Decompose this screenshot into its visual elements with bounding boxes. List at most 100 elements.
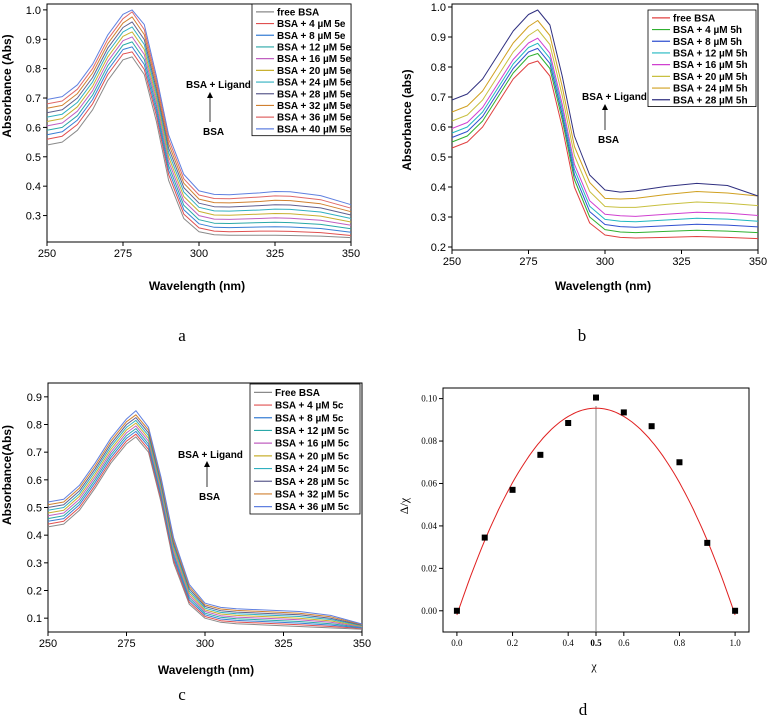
panel-b-annotation-bottom: BSA	[598, 135, 619, 146]
panel-b-x-tick-label: 300	[596, 256, 614, 268]
panel-c-series-line	[47, 419, 363, 627]
panel-a-annotation-top: BSA + Ligand	[186, 80, 251, 91]
panel-b-series-line	[451, 29, 759, 208]
panel-a: 250 275 300 325 350 0.3 0.4 0.5 0.6 0.7 0.8 0.9 1.0 f…	[0, 3, 360, 345]
panel-a-legend-label: BSA + 8 µM 5e	[277, 31, 346, 42]
panel-c-legend-label: BSA + 8 µM 5c	[275, 413, 344, 424]
panel-b-legend-label: BSA + 8 µM 5h	[673, 37, 742, 48]
panel-d-data-point	[620, 409, 627, 416]
panel-c-legend-label: BSA + 16 µM 5c	[275, 439, 349, 450]
panel-b-series-line	[451, 20, 759, 200]
panel-c-series-line	[47, 430, 363, 629]
panel-b-series-line	[451, 37, 759, 217]
panel-c-series-line	[47, 422, 363, 627]
panel-a-legend-label: free BSA	[277, 7, 319, 18]
panel-d-x-tick-label: 0.5	[590, 638, 602, 648]
panel-c-y-tick-label: 0.4	[27, 530, 42, 542]
panel-d-y-tick-label: 0.02	[421, 563, 437, 573]
panel-d-data-point	[481, 534, 488, 541]
panel-d-data-point	[704, 539, 711, 546]
panel-a-y-tick-label: 1.0	[26, 5, 41, 17]
panel-a-series-line	[46, 56, 352, 239]
panel-a-series-line	[46, 31, 352, 223]
panel-c-legend-box	[249, 383, 361, 515]
panel-a-y-tick-label: 0.6	[26, 122, 41, 134]
panel-a-series-line	[46, 21, 352, 216]
panel-a-legend-label: BSA + 20 µM 5e	[277, 66, 351, 77]
panel-d-y-tick-label: 0.04	[421, 521, 437, 531]
panel-a-series-line	[46, 11, 352, 209]
panel-d-ylabel: Δ/χ	[397, 497, 411, 514]
panel-b-series-line	[451, 9, 759, 197]
panel-a-arrow	[207, 92, 213, 122]
panel-c-x-tick-label: 250	[39, 638, 57, 650]
panel-c-annotation-top: BSA + Ligand	[178, 450, 243, 461]
panel-b-xlabel: Wavelength (nm)	[555, 279, 651, 293]
panel-d-x-tick-label: 0.2	[507, 638, 518, 648]
panel-c-y-tick-label: 0.2	[27, 586, 42, 598]
panel-b-x-tick-label: 325	[672, 256, 690, 268]
panel-a-legend-label: BSA + 24 µM 5e	[277, 78, 351, 89]
panel-c-y-tick-label: 0.8	[27, 420, 42, 432]
panel-b-x-tick-label: 275	[519, 256, 537, 268]
panel-b-y-tick-label: 0.2	[431, 242, 446, 254]
panel-a-legend-label: BSA + 12 µM 5e	[277, 42, 351, 53]
panel-c-legend-label: BSA + 36 µM 5c	[275, 502, 349, 513]
panel-c-legend-label: BSA + 32 µM 5c	[275, 489, 349, 500]
panel-b-y-tick-label: 0.7	[431, 92, 446, 104]
panel-b-series-line	[451, 42, 759, 223]
panel-c-x-tick-label: 300	[196, 638, 214, 650]
panel-c-y-tick-label: 0.6	[27, 475, 42, 487]
panel-a-legend-label: BSA + 40 µM 5e	[277, 124, 351, 135]
panel-c: 250 275 300 325 350 0.1 0.2 0.3 0.4 0.5 0.6 0.7 0.8 0…	[0, 382, 371, 704]
panel-a-x-tick-label: 325	[266, 248, 284, 260]
panel-c-arrow	[204, 461, 210, 487]
panel-a-legend-label: BSA + 36 µM 5e	[277, 113, 351, 124]
panel-a-y-tick-label: 0.8	[26, 64, 41, 76]
panel-b-y-tick-label: 0.4	[431, 182, 446, 194]
panel-a-y-tick-label: 0.3	[26, 211, 41, 223]
panel-c-legend-label: BSA + 28 µM 5c	[275, 477, 349, 488]
panel-c-series-line	[47, 428, 363, 628]
panel-b-x-tick-label: 350	[749, 256, 767, 268]
panel-b-legend-label: BSA + 28 µM 5h	[673, 95, 748, 106]
panel-d-y-tick-label: 0.08	[421, 436, 437, 446]
panel-d-y-tick-label: 0.10	[421, 394, 437, 404]
panel-d-data-point	[593, 394, 599, 401]
panel-c-y-tick-label: 0.1	[27, 613, 42, 625]
panel-a-x-tick-label: 300	[190, 248, 208, 260]
panel-a-series-line	[46, 46, 352, 233]
panel-c-legend-label: BSA + 20 µM 5c	[275, 451, 349, 462]
panel-d-x-tick-label: 0.6	[618, 638, 630, 648]
panel-c-legend-label: BSA + 12 µM 5c	[275, 426, 349, 437]
panel-d-x-tick-label: 0.4	[563, 638, 575, 648]
panel-b-arrow	[602, 104, 608, 130]
panel-b-x-tick-label: 250	[443, 256, 461, 268]
panel-a-y-tick-label: 0.9	[26, 34, 41, 46]
panel-d-data-point	[509, 486, 516, 493]
panel-c-annotation-bottom: BSA	[199, 492, 220, 503]
panel-a-legend-label: BSA + 16 µM 5e	[277, 54, 351, 65]
panel-b-caption: b	[578, 326, 587, 345]
panel-c-y-tick-label: 0.3	[27, 558, 42, 570]
panel-d-data-point	[732, 607, 739, 614]
panel-a-x-tick-label: 250	[38, 248, 56, 260]
panel-c-series-line	[47, 425, 363, 628]
panel-a-legend-label: BSA + 4 µM 5e	[277, 19, 346, 30]
panel-c-series-line	[47, 417, 363, 626]
panel-b-y-tick-label: 0.9	[431, 32, 446, 44]
panel-b-legend-label: BSA + 12 µM 5h	[673, 48, 748, 59]
panel-b-series-line	[451, 60, 759, 240]
panel-c-series-line	[47, 436, 363, 630]
panel-c-series-line	[47, 433, 363, 629]
panel-a-series-line	[46, 9, 352, 206]
panel-d-caption: d	[579, 700, 588, 718]
panel-a-y-tick-label: 0.7	[26, 93, 41, 105]
panel-d-xlabel: χ	[590, 659, 597, 673]
panel-c-series-line	[47, 410, 363, 625]
panel-c-series-line	[47, 414, 363, 625]
panel-d-data-point	[676, 459, 683, 466]
panel-b-legend-label: BSA + 4 µM 5h	[673, 25, 742, 36]
panel-b-series-line	[451, 47, 759, 228]
